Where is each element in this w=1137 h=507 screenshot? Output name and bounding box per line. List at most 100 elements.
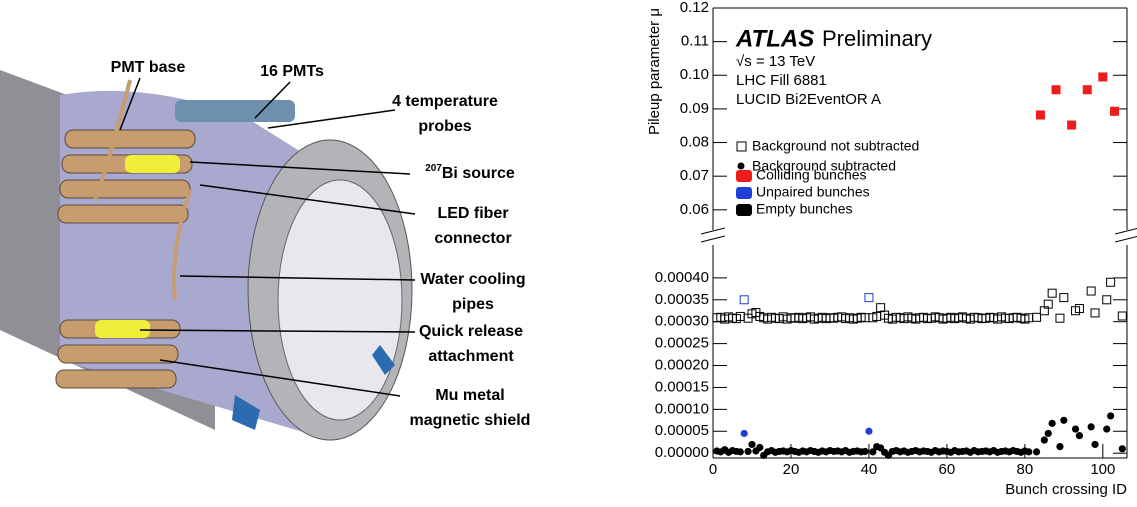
legend-label: Unpaired bunches: [756, 184, 870, 200]
point-subtracted: [861, 447, 869, 456]
y-tick-label: 0.06: [680, 201, 709, 218]
y-tick-label: 0.00040: [655, 269, 709, 286]
point-subtracted: [1032, 448, 1041, 456]
point-subtracted: [1103, 425, 1111, 433]
legend-swatch: [736, 204, 752, 216]
chart: 0.06 0.07 0.08 0.09 0.10 0.11 0.12 0.00000 0.000…: [646, 0, 1137, 498]
point-subtracted: [865, 427, 873, 435]
axis-break: [700, 227, 726, 243]
y-tick-label: 0.00030: [655, 313, 709, 330]
annotation: LUCID Bi2EventOR A: [736, 91, 881, 108]
annotation: LHC Fill 6881: [736, 72, 827, 89]
y-tick-label: 0.00000: [655, 444, 709, 461]
point-not-subtracted: [1074, 304, 1084, 314]
point-not-subtracted: [1047, 288, 1057, 298]
source: [95, 320, 150, 338]
point-subtracted: [1040, 436, 1048, 444]
legend-marker: [737, 162, 745, 170]
legend-marker: [736, 141, 747, 152]
y-tick-label: 0.00010: [655, 400, 709, 417]
point-subtracted: [740, 429, 748, 438]
point-subtracted: [1118, 445, 1126, 453]
annotation: Preliminary: [822, 26, 932, 51]
callout-text: Bi source: [442, 165, 515, 182]
x-tick-label: 100: [1090, 461, 1115, 478]
point-subtracted: [1056, 443, 1064, 451]
y-tick-label: 0.00025: [655, 335, 709, 352]
point-not-subtracted: [1082, 85, 1092, 95]
point-not-subtracted: [1032, 312, 1042, 322]
y-tick-label: 0.08: [680, 134, 709, 151]
point-not-subtracted: [739, 295, 749, 305]
point-subtracted: [1060, 416, 1068, 424]
point-not-subtracted: [1059, 293, 1069, 303]
callout-label: 16 PMTs: [260, 63, 324, 80]
y-axis-title: Pileup parameter μ: [646, 8, 663, 135]
point-subtracted: [1025, 448, 1033, 456]
callout-label: 4 temperature: [392, 93, 498, 110]
point-subtracted: [748, 440, 756, 449]
x-tick-label: 60: [939, 461, 956, 478]
point-not-subtracted: [1051, 85, 1061, 95]
point-subtracted: [756, 443, 764, 452]
x-axis-title: Bunch crossing ID: [1005, 481, 1127, 498]
point-not-subtracted: [1102, 295, 1112, 305]
point-not-subtracted: [1035, 110, 1045, 120]
legend-label: Background not subtracted: [752, 138, 919, 154]
point-not-subtracted: [1098, 72, 1108, 82]
legend-label: Background subtracted: [752, 158, 896, 174]
callout-label: Mu metal: [435, 387, 504, 404]
pipe: [93, 79, 192, 301]
point-subtracted: [736, 448, 744, 456]
pmts-top: [175, 100, 295, 122]
axis-frame: [712, 245, 1128, 459]
labels: PMT base 16 PMTs 4 temperature probes 207Bi …: [111, 59, 531, 429]
point-subtracted: [1044, 429, 1052, 438]
point-subtracted: [1071, 425, 1080, 433]
point-not-subtracted: [1055, 313, 1065, 323]
point-subtracted: [1107, 412, 1115, 420]
y-tick-label: 0.00005: [655, 422, 709, 439]
callout-label: pipes: [452, 296, 494, 313]
point-not-subtracted: [1043, 299, 1053, 309]
point-subtracted: [744, 447, 752, 456]
y-tick-label: 0.09: [680, 100, 709, 117]
callout-label: LED fiber: [437, 205, 508, 222]
source: [125, 155, 180, 173]
x-tick-label: 80: [1017, 461, 1034, 478]
callout-label: Water cooling: [420, 271, 525, 288]
callout-label: PMT base: [111, 59, 186, 76]
y-tick-label: 0.00035: [655, 291, 709, 308]
annotation: √s = 13 TeV: [736, 53, 815, 70]
legend-label: Empty bunches: [756, 201, 853, 217]
point-not-subtracted: [1106, 277, 1116, 287]
arrows: [119, 77, 416, 397]
point-subtracted: [1075, 432, 1084, 440]
callout-label: probes: [418, 118, 471, 135]
flange-inner: [277, 179, 403, 421]
point-subtracted: [1091, 440, 1099, 449]
superscript: 207: [425, 163, 442, 174]
legend-swatch: [736, 170, 752, 182]
y-tick-label: 0.11: [681, 33, 709, 50]
axis-break: [1114, 227, 1137, 243]
point-not-subtracted: [1086, 286, 1096, 296]
point-subtracted: [869, 448, 877, 456]
point-subtracted: [1048, 419, 1056, 427]
legend-swatch: [736, 187, 752, 199]
axis-frame: [712, 7, 1128, 230]
point-not-subtracted: [876, 303, 886, 313]
y-tick-label: 0.07: [680, 167, 709, 184]
callout-label: 207Bi source: [425, 163, 515, 183]
point-not-subtracted: [1090, 308, 1100, 318]
point-not-subtracted: [1067, 120, 1077, 130]
y-tick-label: 0.00015: [655, 378, 709, 395]
point-not-subtracted: [1117, 311, 1127, 321]
point-not-subtracted: [864, 293, 874, 303]
x-tick-label: 0: [709, 461, 717, 478]
annotation: ATLAS: [735, 25, 814, 52]
legend-label: Colliding bunches: [756, 167, 867, 183]
y-tick-label: 0.00020: [655, 356, 709, 373]
x-tick-label: 20: [783, 461, 800, 478]
